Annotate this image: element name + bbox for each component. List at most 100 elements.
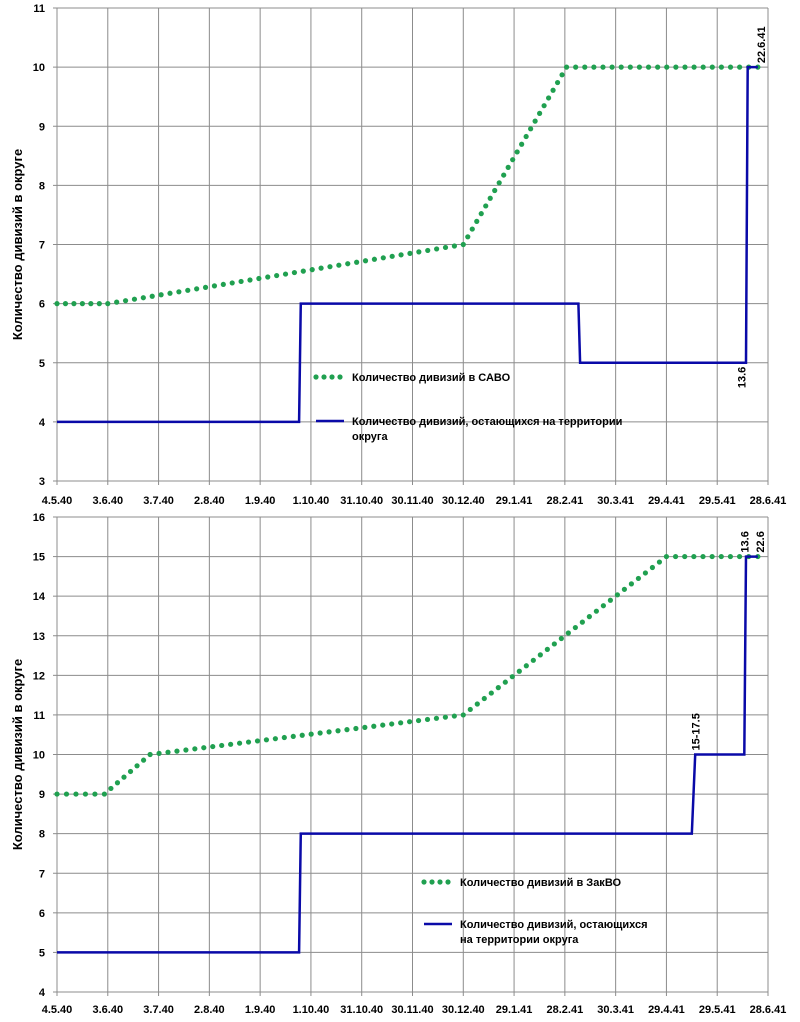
series-point — [478, 211, 484, 217]
y-tick-label: 7 — [39, 240, 45, 252]
series-point — [519, 141, 525, 147]
y-axis-title: Количество дивизий в округе — [10, 659, 25, 850]
series-point — [121, 774, 127, 780]
series-point — [621, 586, 627, 592]
series-point — [609, 64, 615, 70]
series-point — [247, 277, 253, 283]
x-tick-label: 1.9.40 — [245, 495, 276, 507]
y-tick-label: 11 — [33, 710, 45, 722]
y-tick-label: 10 — [33, 62, 45, 74]
y-tick-label: 6 — [39, 299, 45, 311]
series-point — [645, 64, 652, 70]
series-point — [586, 614, 592, 620]
series-point — [245, 739, 252, 745]
series-point — [488, 690, 494, 696]
series-point — [460, 712, 466, 718]
y-tick-label: 12 — [33, 670, 45, 682]
series-point — [736, 553, 743, 560]
series-point — [554, 79, 561, 86]
x-tick-label: 30.11.40 — [391, 495, 433, 507]
series-point — [140, 295, 146, 301]
series-point — [210, 743, 216, 750]
series-point — [673, 64, 679, 70]
series-point — [362, 258, 369, 264]
series-point — [398, 252, 404, 258]
y-tick-label: 4 — [39, 987, 46, 999]
series-point — [122, 298, 129, 304]
series-point — [545, 95, 552, 101]
series-point — [192, 746, 198, 752]
series-point — [335, 728, 341, 734]
series-point — [291, 269, 298, 276]
x-tick-label: 30.3.41 — [597, 495, 634, 507]
series-point — [537, 652, 543, 658]
series-point — [582, 64, 588, 70]
series-point — [380, 255, 386, 261]
series-point — [149, 293, 155, 299]
legend-label: Количество дивизий, остающихся на террит… — [352, 416, 622, 443]
series-point — [336, 262, 342, 268]
series-point — [272, 736, 278, 742]
x-tick-label: 3.7.40 — [143, 495, 174, 507]
x-tick-label: 2.8.40 — [194, 495, 225, 507]
x-tick-label: 3.7.40 — [143, 1004, 174, 1016]
series-point — [265, 274, 271, 280]
legend-swatch-dotted — [437, 879, 443, 885]
series-point — [158, 292, 164, 298]
series-point — [451, 243, 457, 249]
y-tick-label: 5 — [39, 358, 45, 370]
series-point — [618, 64, 624, 70]
series-point — [559, 72, 565, 78]
series-point — [371, 723, 377, 729]
legend-swatch-dotted — [421, 879, 427, 885]
x-tick-label: 4.5.40 — [42, 1004, 73, 1016]
series-point — [550, 87, 556, 93]
series-point — [82, 791, 89, 797]
series-point — [656, 559, 663, 565]
series-point — [718, 64, 725, 70]
series-point — [460, 241, 466, 248]
series-point — [290, 733, 296, 740]
series-point — [465, 234, 471, 240]
series-point — [398, 720, 404, 726]
series-point — [354, 259, 360, 265]
series-point — [591, 64, 597, 70]
series-point — [649, 564, 656, 571]
series-point — [326, 729, 332, 735]
x-tick-label: 1.10.40 — [293, 495, 330, 507]
series-point — [105, 301, 111, 307]
series-point — [147, 751, 153, 758]
series-point — [682, 64, 688, 70]
x-tick-label: 3.6.40 — [92, 1004, 123, 1016]
y-tick-label: 9 — [39, 121, 45, 133]
series-point — [492, 187, 498, 194]
series-point — [176, 289, 182, 295]
series-point — [71, 301, 77, 307]
legend-label: Количество дивизий в ЗакВО — [460, 877, 621, 889]
series-point — [642, 570, 649, 576]
legend: Количество дивизий в САВО Количество диви… — [313, 372, 622, 443]
series-point — [63, 791, 70, 797]
series-line-1 — [57, 65, 758, 424]
series-point — [481, 695, 487, 702]
series-point — [165, 749, 171, 755]
series-point — [663, 553, 670, 560]
series-point — [600, 603, 606, 609]
series-point — [607, 597, 613, 603]
series-point — [510, 157, 516, 163]
y-tick-label: 15 — [33, 552, 45, 564]
x-tick-label: 30.3.41 — [597, 1004, 634, 1016]
series-point — [442, 244, 449, 251]
series-point — [114, 299, 120, 305]
series-point — [282, 271, 289, 277]
series-point — [600, 64, 606, 70]
x-tick-label: 29.4.41 — [648, 1004, 685, 1016]
series-point — [134, 763, 140, 769]
series-point — [406, 719, 413, 725]
y-tick-label: 13 — [33, 631, 45, 643]
y-tick-label: 10 — [33, 750, 45, 762]
series-point — [664, 64, 670, 70]
series-point — [495, 685, 501, 691]
x-tick-label: 28.6.41 — [750, 1004, 787, 1016]
series-point — [185, 287, 191, 293]
